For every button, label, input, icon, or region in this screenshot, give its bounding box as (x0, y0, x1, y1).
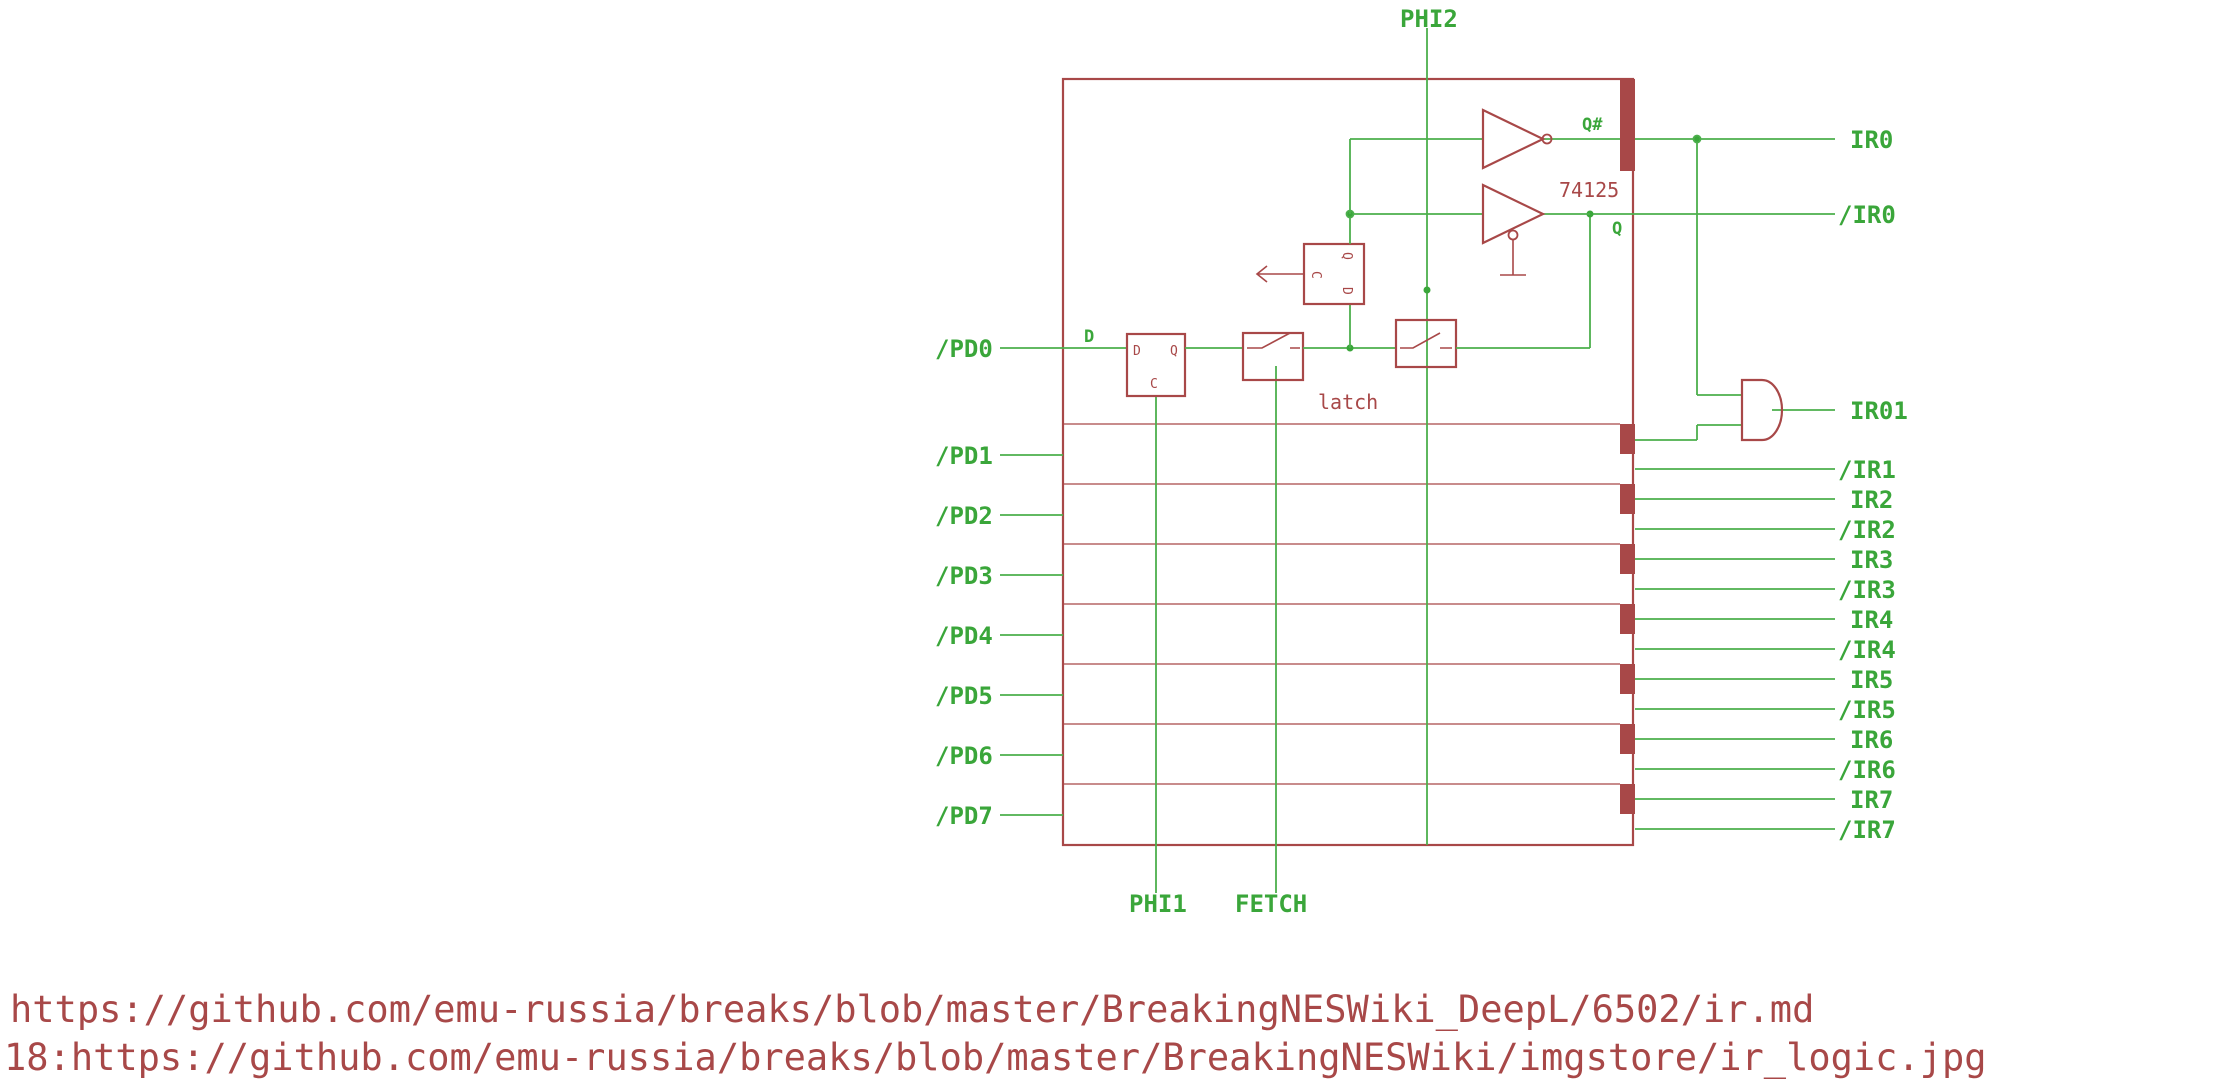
phi1-label: PHI1 (1129, 890, 1187, 918)
fetch-label: FETCH (1235, 890, 1307, 918)
ir-block (1061, 77, 1635, 847)
input-label: /PD3 (935, 562, 993, 590)
output-label: IR5 (1850, 666, 1893, 694)
output-label: /IR2 (1838, 516, 1896, 544)
chip-label: 74125 (1559, 178, 1619, 202)
and-gate (1740, 378, 1784, 442)
output-pads (1620, 79, 1635, 814)
output-label: IR0 (1850, 126, 1893, 154)
inverter (1481, 108, 1546, 170)
latch-label: latch (1318, 390, 1378, 414)
tristate-buffer (1481, 183, 1546, 245)
ff2-c-label: C (1308, 271, 1323, 279)
input-wires (1000, 347, 1127, 816)
control-lines (1155, 28, 1428, 893)
output-label: /IR0 (1838, 201, 1896, 229)
input-label: /PD6 (935, 742, 993, 770)
q-label: Q (1612, 219, 1622, 239)
output-label: IR6 (1850, 726, 1893, 754)
output-label: /IR4 (1838, 636, 1896, 664)
output-label: IR2 (1850, 486, 1893, 514)
input-label: /PD4 (935, 622, 993, 650)
output-label: /IR3 (1838, 576, 1896, 604)
source-url-1: https://github.com/emu-russia/breaks/blo… (10, 988, 1814, 1032)
ff-c-label: C (1150, 377, 1158, 392)
input-label: /PD5 (935, 682, 993, 710)
source-url-2: 18:https://github.com/emu-russia/breaks/… (4, 1036, 1987, 1079)
phi2-label: PHI2 (1400, 5, 1458, 33)
output-labels: IR0 /IR0 IR01 /IR1 IR2 /IR2 IR3 /IR3 IR4… (1838, 126, 1908, 844)
output-label: IR01 (1850, 397, 1908, 425)
input-label: /PD1 (935, 442, 993, 470)
row-separators (1063, 423, 1620, 785)
phi2-switch (1394, 318, 1458, 369)
output-label: IR4 (1850, 606, 1893, 634)
d-label: D (1084, 327, 1094, 347)
output-label: IR3 (1850, 546, 1893, 574)
output-label: /IR7 (1838, 816, 1896, 844)
ff-q-label: Q (1170, 344, 1178, 359)
ff-d-label: D (1133, 344, 1141, 359)
input-labels: /PD0 /PD1 /PD2 /PD3 /PD4 /PD5 /PD6 /PD7 (935, 335, 993, 830)
input-label: /PD2 (935, 502, 993, 530)
ff2-q-label: Q (1339, 252, 1354, 260)
output-label: /IR6 (1838, 756, 1896, 784)
fetch-switch (1241, 331, 1305, 382)
ff2-d-label: D (1339, 287, 1354, 295)
q-hash-label: Q# (1582, 115, 1603, 135)
output-wires (1590, 138, 1835, 830)
output-label: /IR5 (1838, 696, 1896, 724)
d-flipflop (1125, 332, 1187, 398)
input-label: /PD0 (935, 335, 993, 363)
input-label: /PD7 (935, 802, 993, 830)
output-label: /IR1 (1838, 456, 1896, 484)
output-label: IR7 (1850, 786, 1893, 814)
